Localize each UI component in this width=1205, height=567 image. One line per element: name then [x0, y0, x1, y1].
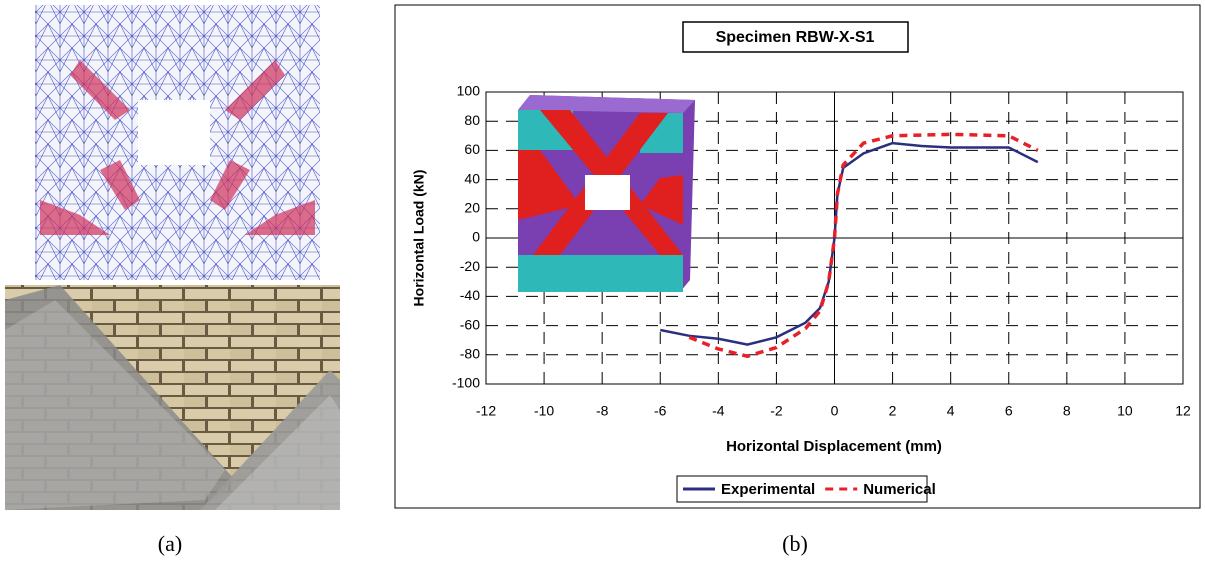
line: [688, 132, 1039, 359]
caption: (b): [782, 531, 808, 556]
y-tick-label: 60: [464, 141, 480, 157]
y-tick-label: 20: [464, 200, 480, 216]
legend-label: Experimental: [721, 481, 815, 498]
x-tick-label: 0: [831, 403, 839, 419]
y-tick-label: 0: [472, 229, 480, 245]
y-tick-label: -40: [460, 287, 480, 303]
x-tick-label: -10: [534, 403, 554, 419]
x-tick-label: 12: [1175, 403, 1191, 419]
chart-frame: [394, 4, 1201, 509]
inset-model: [518, 95, 695, 292]
y-tick-label: 40: [464, 170, 480, 186]
y-tick-label: -60: [460, 316, 480, 332]
x-axis-label: Horizontal Displacement (mm): [726, 438, 942, 455]
legend-label: Numerical: [863, 481, 936, 498]
x-tick-label: 6: [1005, 403, 1013, 419]
x-tick-label: 4: [947, 403, 955, 419]
x-tick-label: 8: [1063, 403, 1071, 419]
x-tick-label: -6: [654, 403, 667, 419]
legend-box: [676, 475, 928, 503]
y-tick-label: 100: [457, 83, 481, 99]
y-axis-label: Horizontal Load (kN): [411, 170, 427, 307]
y-tick-label: -100: [452, 375, 480, 391]
x-tick-label: -8: [596, 403, 609, 419]
y-tick-label: -80: [460, 346, 480, 362]
line: [660, 141, 1039, 346]
mesh-image: [35, 5, 320, 280]
x-tick-label: -2: [770, 403, 783, 419]
x-tick-label: 2: [889, 403, 897, 419]
chart-title: Specimen RBW-X-S1: [716, 29, 875, 46]
y-tick-label: -20: [460, 258, 480, 274]
x-tick-label: 10: [1117, 403, 1133, 419]
photo: [5, 285, 340, 510]
legend: Experimental Numerical: [683, 481, 936, 498]
y-tick-label: 80: [464, 112, 480, 128]
title-box: [682, 21, 909, 53]
x-tick-label: -4: [712, 403, 725, 419]
caption: (a): [158, 531, 182, 556]
x-tick-label: -12: [476, 403, 496, 419]
